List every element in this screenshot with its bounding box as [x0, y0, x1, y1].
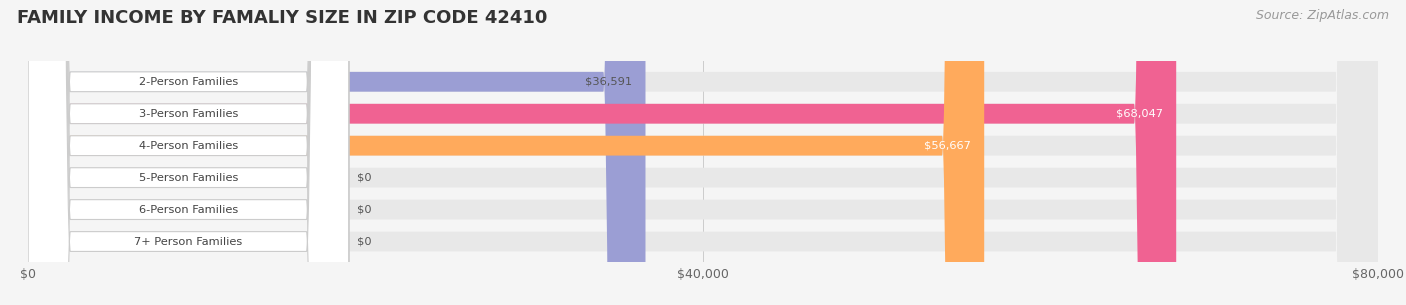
FancyBboxPatch shape	[28, 0, 1378, 305]
FancyBboxPatch shape	[28, 0, 349, 305]
Text: 2-Person Families: 2-Person Families	[139, 77, 238, 87]
FancyBboxPatch shape	[28, 0, 349, 305]
FancyBboxPatch shape	[28, 0, 1378, 305]
Text: $0: $0	[357, 237, 371, 246]
Text: 4-Person Families: 4-Person Families	[139, 141, 238, 151]
FancyBboxPatch shape	[28, 0, 349, 305]
FancyBboxPatch shape	[28, 0, 1378, 305]
Text: 6-Person Families: 6-Person Families	[139, 205, 238, 215]
FancyBboxPatch shape	[28, 0, 984, 305]
Text: Source: ZipAtlas.com: Source: ZipAtlas.com	[1256, 9, 1389, 22]
Text: $0: $0	[357, 205, 371, 215]
FancyBboxPatch shape	[28, 0, 349, 305]
FancyBboxPatch shape	[28, 0, 645, 305]
Text: 3-Person Families: 3-Person Families	[139, 109, 238, 119]
Text: $68,047: $68,047	[1116, 109, 1163, 119]
FancyBboxPatch shape	[28, 0, 349, 305]
FancyBboxPatch shape	[28, 0, 1378, 305]
Text: FAMILY INCOME BY FAMALIY SIZE IN ZIP CODE 42410: FAMILY INCOME BY FAMALIY SIZE IN ZIP COD…	[17, 9, 547, 27]
FancyBboxPatch shape	[28, 0, 1378, 305]
Text: 5-Person Families: 5-Person Families	[139, 173, 238, 183]
FancyBboxPatch shape	[28, 0, 1378, 305]
FancyBboxPatch shape	[28, 0, 349, 305]
Text: $56,667: $56,667	[924, 141, 970, 151]
Text: $36,591: $36,591	[585, 77, 631, 87]
FancyBboxPatch shape	[28, 0, 1177, 305]
Text: $0: $0	[357, 173, 371, 183]
Text: 7+ Person Families: 7+ Person Families	[135, 237, 242, 246]
